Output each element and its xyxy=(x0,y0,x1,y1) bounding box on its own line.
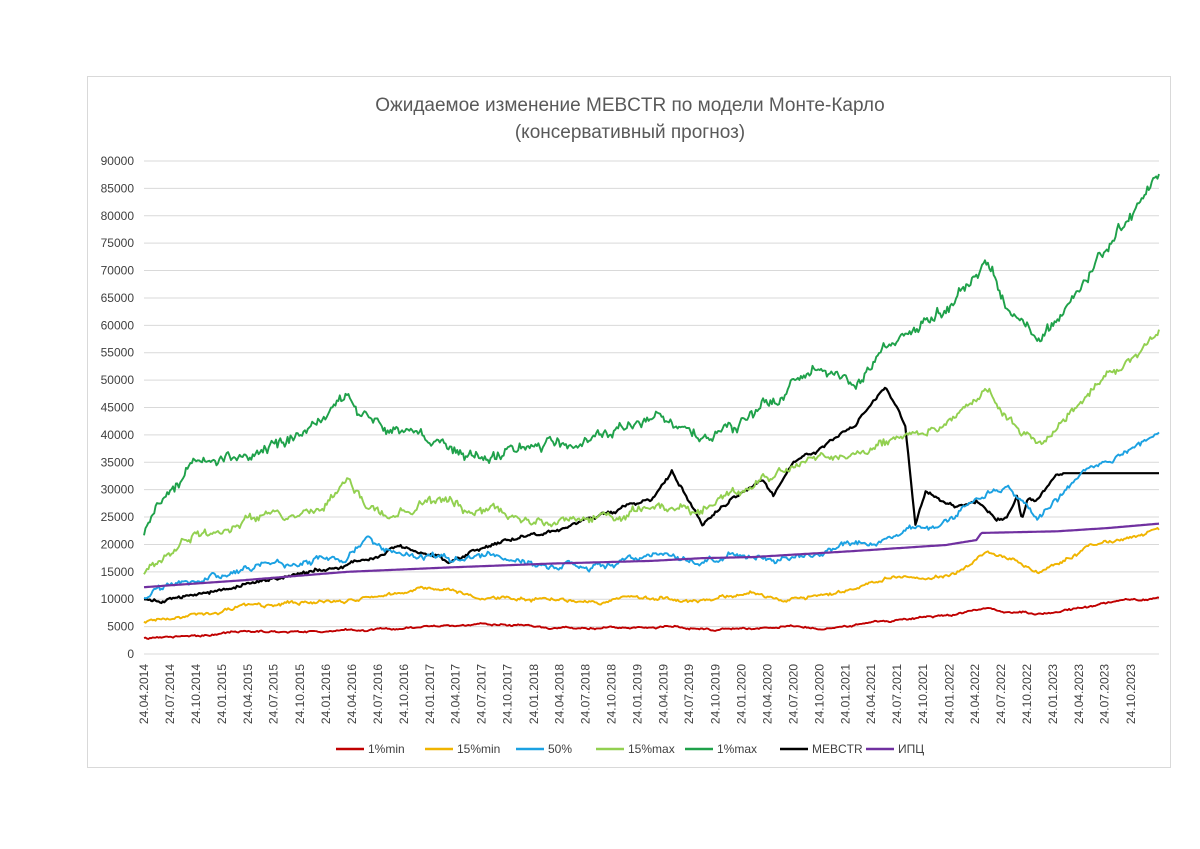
series-line-2 xyxy=(143,431,1160,600)
x-tick-label: 24.10.2015 xyxy=(293,664,307,724)
x-axis-ticks: 24.04.2014 24.07.2014 24.10.2014 24.01.2015… xyxy=(137,664,1138,724)
gridlines xyxy=(144,160,1159,655)
chart-area: Ожидаемое изменение MEBCTR по модели Мон… xyxy=(87,76,1171,768)
x-tick-label: 24.07.2023 xyxy=(1098,664,1112,724)
chart-title: Ожидаемое изменение MEBCTR по модели Мон… xyxy=(375,95,885,116)
legend-label: 50% xyxy=(548,742,572,756)
legend-label: 1%max xyxy=(717,742,757,756)
y-axis-ticks: 0 5000 10000 15000 20000 25000 30000 35000 40000… xyxy=(101,154,135,661)
x-tick-label: 24.04.2020 xyxy=(760,664,774,724)
legend-label: 1%min xyxy=(368,742,405,756)
y-tick-label: 10000 xyxy=(101,592,135,606)
y-tick-label: 65000 xyxy=(101,291,135,305)
x-tick-label: 24.10.2021 xyxy=(916,664,930,724)
x-tick-label: 24.01.2015 xyxy=(215,664,229,724)
series-line-3 xyxy=(143,329,1160,575)
x-tick-label: 24.01.2016 xyxy=(319,664,333,724)
y-tick-label: 90000 xyxy=(101,154,135,168)
x-tick-label: 24.01.2023 xyxy=(1046,664,1060,724)
x-tick-label: 24.10.2020 xyxy=(812,664,826,724)
x-tick-label: 24.10.2017 xyxy=(501,664,515,724)
x-tick-label: 24.01.2022 xyxy=(942,664,956,724)
x-tick-label: 24.04.2019 xyxy=(656,664,670,724)
x-tick-label: 24.10.2014 xyxy=(189,664,203,724)
y-tick-label: 55000 xyxy=(101,346,135,360)
x-tick-label: 24.01.2019 xyxy=(631,664,645,724)
legend-label: ИПЦ xyxy=(898,742,924,756)
legend-label: MEBCTR xyxy=(812,742,863,756)
y-tick-label: 45000 xyxy=(101,401,135,415)
y-tick-label: 85000 xyxy=(101,181,135,195)
series-line-6 xyxy=(143,522,1160,589)
series-line-5 xyxy=(143,386,1159,605)
y-tick-label: 70000 xyxy=(101,264,135,278)
y-tick-label: 75000 xyxy=(101,236,135,250)
x-tick-label: 24.04.2021 xyxy=(864,664,878,724)
y-tick-label: 15000 xyxy=(101,565,135,579)
x-tick-label: 24.10.2022 xyxy=(1020,664,1034,724)
x-tick-label: 24.04.2016 xyxy=(345,664,359,724)
x-tick-label: 24.07.2020 xyxy=(786,664,800,724)
x-tick-label: 24.07.2017 xyxy=(475,664,489,724)
x-tick-label: 24.07.2022 xyxy=(994,664,1008,724)
x-tick-label: 24.01.2020 xyxy=(735,664,749,724)
series-line-4 xyxy=(143,173,1160,536)
x-tick-label: 24.04.2014 xyxy=(137,664,151,724)
y-tick-label: 40000 xyxy=(101,428,135,442)
y-tick-label: 80000 xyxy=(101,209,135,223)
chart-subtitle: (консервативный прогноз) xyxy=(515,122,745,143)
x-tick-label: 24.01.2021 xyxy=(839,664,853,724)
x-tick-label: 24.01.2017 xyxy=(423,664,437,724)
y-tick-label: 5000 xyxy=(107,620,134,634)
line-chart: Ожидаемое изменение MEBCTR по модели Мон… xyxy=(101,95,1160,756)
series-line-0 xyxy=(143,596,1160,640)
x-tick-label: 24.07.2015 xyxy=(267,664,281,724)
legend: 1%min 15%min 50% 15%max 1%max MEBCTR ИПЦ xyxy=(336,742,924,756)
y-tick-label: 35000 xyxy=(101,455,135,469)
y-tick-label: 30000 xyxy=(101,483,135,497)
y-tick-label: 50000 xyxy=(101,373,135,387)
y-tick-label: 60000 xyxy=(101,318,135,332)
x-tick-label: 24.07.2019 xyxy=(682,664,696,724)
legend-label: 15%min xyxy=(457,742,500,756)
x-tick-label: 24.04.2017 xyxy=(449,664,463,724)
x-tick-label: 24.04.2015 xyxy=(241,664,255,724)
series-line-1 xyxy=(143,527,1160,624)
y-tick-label: 25000 xyxy=(101,510,135,524)
y-tick-label: 20000 xyxy=(101,537,135,551)
x-tick-label: 24.04.2023 xyxy=(1072,664,1086,724)
series-lines xyxy=(143,173,1160,640)
x-tick-label: 24.04.2018 xyxy=(552,664,566,724)
x-tick-label: 24.07.2014 xyxy=(163,664,177,724)
legend-label: 15%max xyxy=(628,742,675,756)
x-tick-label: 24.07.2016 xyxy=(371,664,385,724)
x-tick-label: 24.10.2016 xyxy=(397,664,411,724)
x-tick-label: 24.07.2018 xyxy=(578,664,592,724)
x-tick-label: 24.07.2021 xyxy=(890,664,904,724)
x-tick-label: 24.10.2023 xyxy=(1124,664,1138,724)
x-tick-label: 24.04.2022 xyxy=(968,664,982,724)
x-tick-label: 24.10.2019 xyxy=(708,664,722,724)
x-tick-label: 24.10.2018 xyxy=(605,664,619,724)
x-tick-label: 24.01.2018 xyxy=(527,664,541,724)
y-tick-label: 0 xyxy=(127,647,134,661)
